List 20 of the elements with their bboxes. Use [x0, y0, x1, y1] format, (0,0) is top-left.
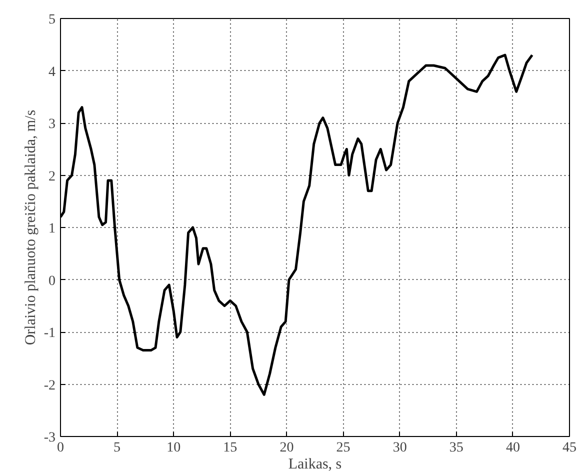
y-tick-label: 3 [48, 117, 56, 132]
x-tick-label: 10 [166, 440, 181, 456]
x-axis-title: Laikas, s [288, 456, 342, 472]
y-tick-label: -2 [44, 378, 56, 394]
y-tick-label: 5 [48, 12, 56, 28]
x-tick-label: 20 [280, 440, 294, 456]
x-tick-label: 5 [114, 440, 121, 456]
x-tick-label: 40 [506, 440, 520, 456]
y-tick-label: 0 [48, 274, 56, 289]
y-tick-label: -3 [44, 430, 56, 446]
y-tick-label: 2 [48, 169, 56, 184]
y-tick-label: -1 [44, 326, 56, 341]
x-tick-label: 15 [223, 440, 238, 456]
x-tick-label: 35 [449, 440, 464, 456]
y-tick-label: 4 [48, 64, 56, 80]
y-tick-label: 1 [48, 222, 56, 236]
x-tick-label: 30 [392, 440, 407, 456]
y-axis-title: Orlaivio planuoto greičio paklaida, m/s [22, 110, 39, 346]
x-tick-label: 45 [562, 440, 576, 456]
x-tick-label: 25 [336, 440, 350, 456]
